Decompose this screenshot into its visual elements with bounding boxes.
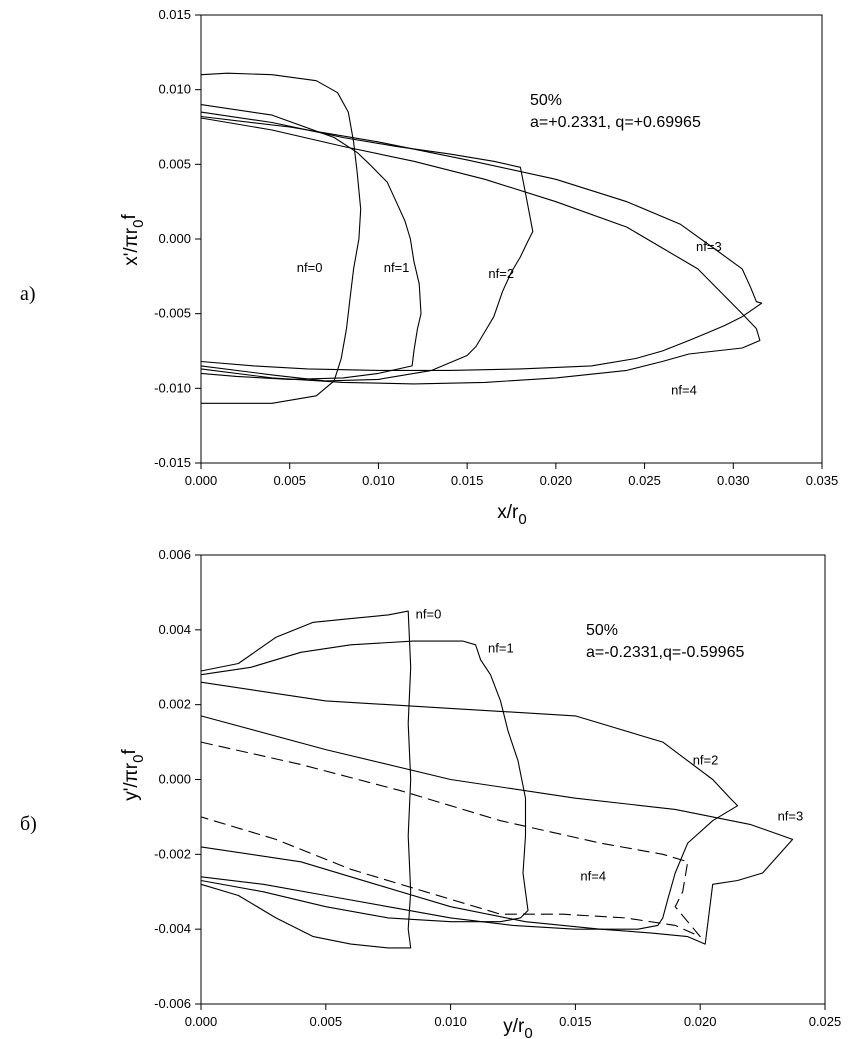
series-line-nf-4 bbox=[201, 742, 700, 937]
series-line-nf-0 bbox=[201, 611, 411, 948]
x-axis-title-main: y/r bbox=[503, 1016, 525, 1037]
series-line-nf-2 bbox=[201, 682, 738, 929]
curve-label-nf-1: nf=1 bbox=[384, 260, 410, 275]
curves-layer bbox=[201, 611, 793, 948]
y-tick-label: 0.005 bbox=[158, 156, 191, 171]
plot-frame bbox=[201, 555, 825, 1004]
curve-label-nf-1: nf=1 bbox=[488, 640, 514, 655]
curve-labels-layer: nf=0 nf=1 nf=2 nf=3 nf=4 bbox=[297, 239, 722, 397]
curve-label-nf-4: nf=4 bbox=[671, 382, 697, 397]
y-axis-title-tail: f bbox=[119, 214, 140, 220]
x-tick-label: 0.015 bbox=[559, 1014, 592, 1029]
x-tick-label: 0.020 bbox=[684, 1014, 717, 1029]
series-line-nf-2 bbox=[201, 112, 533, 381]
annotation-params: a=+0.2331, q=+0.69965 bbox=[530, 114, 701, 131]
x-tick-label: 0.025 bbox=[809, 1014, 842, 1029]
x-tick-label: 0.000 bbox=[185, 473, 218, 488]
x-tick-label: 0.010 bbox=[434, 1014, 467, 1029]
curve-label-nf-0: nf=0 bbox=[297, 260, 323, 275]
y-axis-title-sub: 0 bbox=[130, 755, 147, 763]
y-tick-label: 0.004 bbox=[158, 622, 191, 637]
y-axis-title-main: x'/πr bbox=[121, 227, 142, 266]
x-tick-label: 0.005 bbox=[273, 473, 306, 488]
curve-label-nf-4: nf=4 bbox=[580, 869, 606, 884]
y-axis-title-sub: 0 bbox=[130, 220, 147, 228]
y-tick-label: 0.006 bbox=[158, 547, 191, 562]
curve-label-nf-0: nf=0 bbox=[416, 607, 442, 622]
chart-panel-a: 0.000 0.005 0.010 0.015 0.020 0.025 0.030 0.035… bbox=[20, 7, 838, 528]
y-tick-label: -0.002 bbox=[154, 846, 191, 861]
y-tick-label: -0.004 bbox=[154, 921, 191, 936]
y-tick-label: 0.010 bbox=[158, 82, 191, 97]
series-line-nf-0 bbox=[201, 73, 361, 403]
y-tick-label: -0.015 bbox=[154, 455, 191, 470]
ticks-layer: 0.000 0.005 0.010 0.015 0.020 0.025 -0.006 -0.0… bbox=[154, 547, 841, 1029]
series-line-nf-1 bbox=[201, 105, 421, 380]
y-tick-label: 0.015 bbox=[158, 7, 191, 22]
annotation-percent: 50% bbox=[586, 622, 618, 639]
y-axis-title-tail: f bbox=[119, 749, 140, 755]
x-tick-label: 0.025 bbox=[628, 473, 661, 488]
y-tick-label: 0.000 bbox=[158, 231, 191, 246]
plot-frame bbox=[201, 15, 822, 463]
x-axis-title-sub: 0 bbox=[524, 1025, 532, 1039]
panel-label-b: б) bbox=[20, 813, 37, 835]
x-tick-label: 0.035 bbox=[806, 473, 839, 488]
x-tick-label: 0.005 bbox=[310, 1014, 343, 1029]
y-axis-title: x'/πr0f bbox=[119, 214, 147, 266]
x-tick-label: 0.030 bbox=[717, 473, 750, 488]
x-axis-title-sub: 0 bbox=[518, 511, 526, 528]
x-tick-label: 0.015 bbox=[451, 473, 484, 488]
y-axis-title-main: y'/πr bbox=[121, 762, 142, 801]
y-tick-label: 0.002 bbox=[158, 697, 191, 712]
x-tick-label: 0.020 bbox=[540, 473, 573, 488]
series-line-nf-3 bbox=[201, 716, 793, 944]
x-tick-label: 0.000 bbox=[185, 1014, 218, 1029]
y-tick-label: -0.010 bbox=[154, 380, 191, 395]
series-line-nf-4 bbox=[201, 118, 760, 384]
x-axis-title-main: x/r bbox=[497, 502, 519, 523]
x-tick-label: 0.010 bbox=[362, 473, 395, 488]
curve-label-nf-2: nf=2 bbox=[488, 266, 514, 281]
annotation-params: a=-0.2331,q=-0.59965 bbox=[586, 644, 744, 661]
series-line-nf-3 bbox=[201, 117, 762, 371]
x-axis-title: x/r0 bbox=[497, 502, 526, 528]
y-tick-label: -0.005 bbox=[154, 306, 191, 321]
x-axis-title: y/r0 bbox=[503, 1016, 532, 1039]
panel-label-a: а) bbox=[20, 283, 36, 305]
y-axis-title: y'/πr0f bbox=[119, 749, 147, 801]
annotation-percent: 50% bbox=[530, 92, 562, 109]
y-tick-label: 0.000 bbox=[158, 772, 191, 787]
ticks-layer: 0.000 0.005 0.010 0.015 0.020 0.025 0.030 0.035… bbox=[154, 7, 838, 488]
y-tick-label: -0.006 bbox=[154, 996, 191, 1011]
chart-panel-b: 0.000 0.005 0.010 0.015 0.020 0.025 -0.006 -0.0… bbox=[20, 547, 841, 1039]
curve-label-nf-3: nf=3 bbox=[696, 239, 722, 254]
curve-label-nf-3: nf=3 bbox=[778, 809, 804, 824]
curve-label-nf-2: nf=2 bbox=[693, 753, 719, 768]
